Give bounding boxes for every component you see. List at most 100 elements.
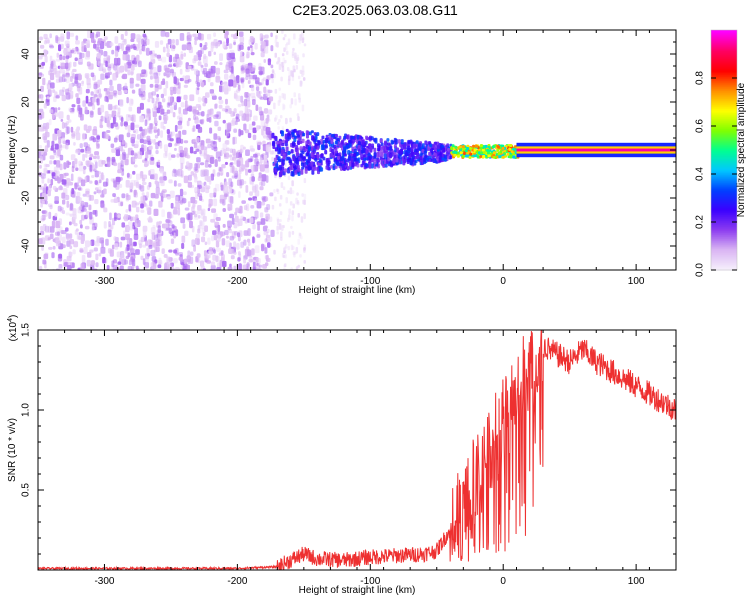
noise-cell — [48, 70, 53, 76]
noise-cell — [144, 254, 149, 263]
signal-cell — [289, 166, 293, 171]
noise-cell — [96, 143, 100, 149]
snr-frame — [37, 329, 677, 571]
noise-cell — [178, 60, 183, 66]
noise-cell — [130, 256, 134, 261]
noise-cell — [150, 53, 154, 61]
noise-cell — [179, 32, 185, 41]
noise-cell — [229, 49, 235, 54]
noise-cell — [92, 155, 98, 159]
signal-cell — [395, 158, 399, 163]
noise-cell — [89, 249, 94, 253]
noise-cell — [109, 249, 114, 257]
noise-cell — [134, 223, 138, 228]
noise-cell — [257, 224, 260, 231]
noise-cell — [224, 73, 229, 80]
noise-cell — [192, 33, 197, 37]
noise-cell — [260, 110, 264, 117]
signal-cell — [480, 151, 484, 155]
noise-cell — [136, 219, 140, 227]
noise-cell — [154, 41, 160, 48]
noise-cell — [263, 108, 269, 114]
noise-cell — [190, 171, 195, 176]
noise-cell — [199, 162, 205, 166]
noise-cell — [168, 227, 172, 234]
noise-cell — [240, 51, 244, 57]
colorbar-segment — [711, 40, 737, 43]
noise-cell — [92, 104, 96, 111]
signal-cell — [476, 155, 480, 159]
signal-cell — [312, 150, 316, 154]
noise-cell — [176, 268, 181, 270]
colorbar-segment — [711, 156, 737, 159]
noise-cell — [40, 85, 44, 93]
noise-cell — [303, 199, 306, 206]
noise-cell — [215, 217, 221, 222]
noise-cell — [286, 42, 289, 46]
noise-cell — [140, 209, 145, 213]
noise-cell — [210, 41, 215, 49]
noise-cell — [193, 138, 197, 143]
noise-cell — [43, 103, 47, 109]
noise-cell — [267, 216, 273, 223]
noise-cell — [73, 222, 78, 227]
noise-cell — [258, 106, 262, 113]
noise-cell — [135, 83, 140, 87]
signal-cell — [307, 165, 311, 171]
noise-cell — [140, 132, 144, 140]
noise-cell — [246, 108, 251, 112]
noise-cell — [49, 160, 53, 165]
noise-cell — [41, 176, 45, 184]
noise-cell — [129, 189, 133, 193]
noise-cell — [92, 128, 98, 136]
y-tick-label: 0 — [21, 147, 32, 153]
noise-cell — [143, 130, 146, 139]
noise-cell — [54, 196, 59, 205]
signal-cell — [285, 146, 289, 152]
noise-cell — [299, 34, 302, 41]
signal-cell — [373, 147, 377, 153]
noise-cell — [288, 208, 291, 215]
noise-cell — [55, 231, 60, 236]
noise-cell — [204, 97, 208, 104]
noise-cell — [140, 196, 146, 202]
noise-cell — [214, 159, 218, 168]
noise-cell — [204, 225, 209, 232]
signal-cell — [334, 147, 338, 154]
noise-cell — [216, 172, 221, 177]
noise-cell — [70, 173, 74, 182]
noise-cell — [82, 132, 86, 141]
noise-cell — [218, 85, 223, 93]
noise-cell — [212, 140, 216, 145]
signal-cell — [272, 140, 276, 146]
noise-cell — [44, 210, 48, 217]
signal-cell — [369, 146, 373, 153]
noise-cell — [96, 189, 102, 194]
colorbar-segment — [711, 236, 737, 239]
noise-cell — [213, 198, 218, 207]
signal-cell — [386, 146, 390, 151]
signal-cell — [472, 154, 476, 158]
noise-cell — [86, 50, 91, 58]
noise-cell — [136, 173, 141, 180]
colorbar-segment — [711, 118, 737, 121]
noise-cell — [289, 187, 293, 195]
noise-cell — [151, 91, 157, 96]
noise-cell — [209, 127, 213, 134]
noise-cell — [51, 140, 55, 147]
noise-cell — [173, 258, 178, 264]
noise-cell — [285, 43, 288, 51]
signal-cell — [410, 145, 414, 152]
signal-cell — [296, 130, 300, 136]
noise-cell — [252, 266, 257, 270]
noise-cell — [68, 107, 72, 112]
noise-cell — [90, 260, 96, 266]
noise-cell — [148, 129, 153, 134]
noise-cell — [270, 32, 273, 38]
noise-cell — [62, 137, 66, 144]
noise-cell — [66, 265, 72, 270]
noise-cell — [159, 142, 163, 149]
noise-cell — [235, 79, 240, 85]
noise-cell — [158, 257, 162, 264]
